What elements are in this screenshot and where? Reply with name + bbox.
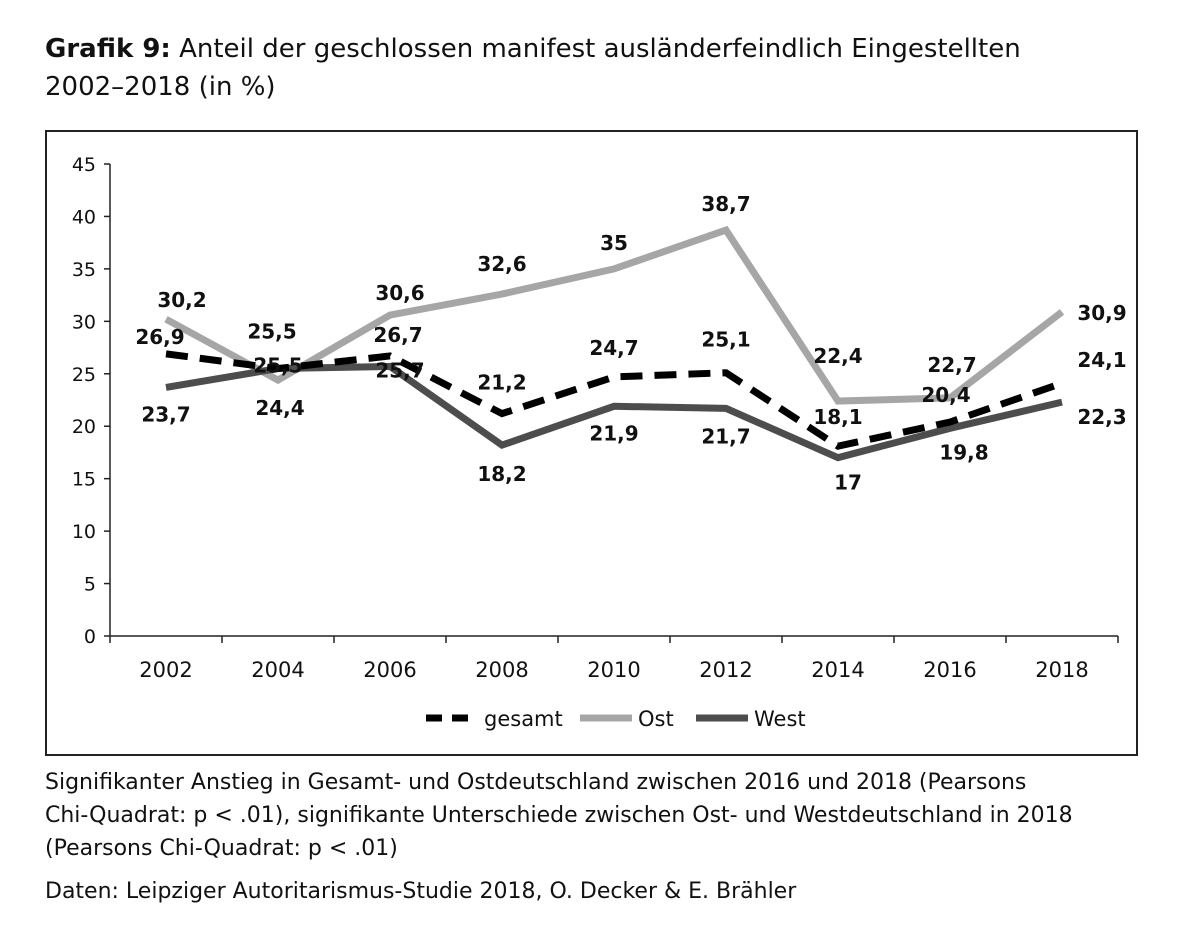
data-label-west: 23,7 <box>141 402 190 426</box>
x-tick-label: 2018 <box>1035 658 1088 682</box>
chart-title-text: Anteil der geschlossen manifest auslände… <box>179 34 1021 64</box>
data-label-ost: 30,9 <box>1077 301 1126 325</box>
data-label-west: 25,7 <box>375 358 424 382</box>
data-label-ost: 22,7 <box>927 353 976 377</box>
y-tick-label: 0 <box>84 626 96 648</box>
data-label-gesamt: 24,7 <box>589 336 638 360</box>
data-label-west: 17 <box>834 471 862 495</box>
series-line-ost <box>164 225 1065 405</box>
data-label-west: 21,7 <box>701 424 750 448</box>
data-label-gesamt: 18,1 <box>813 405 862 429</box>
y-tick-label: 15 <box>72 469 96 491</box>
footnote-line1: Signifikanter Anstieg in Gesamt- und Ost… <box>45 770 1027 795</box>
x-tick-label: 2016 <box>923 658 976 682</box>
data-label-ost: 30,6 <box>375 281 424 305</box>
data-label-west: 22,3 <box>1077 405 1126 429</box>
chart-title-prefix: Grafik 9: <box>45 34 171 64</box>
y-tick-label: 10 <box>72 521 96 543</box>
legend-label-ost: Ost <box>638 707 674 731</box>
y-tick-label: 20 <box>72 416 96 438</box>
data-label-gesamt: 20,4 <box>921 383 970 407</box>
x-tick-label: 2014 <box>811 658 864 682</box>
chart-title: Grafik 9: Anteil der geschlossen manifes… <box>45 30 1145 106</box>
y-tick-label: 25 <box>72 364 96 386</box>
data-label-gesamt: 25,1 <box>701 328 750 352</box>
data-label-gesamt: 25,5 <box>247 320 296 344</box>
chart-title-line2: 2002–2018 (in %) <box>45 72 276 102</box>
x-tick-label: 2006 <box>363 658 416 682</box>
data-label-ost: 24,4 <box>255 396 304 420</box>
data-label-ost: 35 <box>600 231 628 255</box>
footnote-line2: Chi-Quadrat: p < .01), signifikante Unte… <box>45 803 1073 828</box>
data-label-ost: 22,4 <box>813 344 862 368</box>
data-label-ost: 38,7 <box>701 192 750 216</box>
legend-label-west: West <box>754 707 806 731</box>
data-label-gesamt: 26,9 <box>135 325 184 349</box>
chart-frame <box>45 130 1138 756</box>
source-note: Daten: Leipziger Autoritarismus-Studie 2… <box>45 879 797 904</box>
x-tick-label: 2010 <box>587 658 640 682</box>
data-label-west: 21,9 <box>589 421 638 445</box>
y-tick-label: 40 <box>72 206 96 228</box>
data-label-ost: 32,6 <box>477 252 526 276</box>
x-tick-label: 2002 <box>139 658 192 682</box>
x-tick-label: 2012 <box>699 658 752 682</box>
footnote-line3: (Pearsons Chi-Quadrat: p < .01) <box>45 836 398 861</box>
legend-label-gesamt: gesamt <box>484 707 563 731</box>
data-label-west: 18,2 <box>477 462 526 486</box>
chart-title-line1: Grafik 9: Anteil der geschlossen manifes… <box>45 30 1145 68</box>
y-tick-label: 45 <box>72 154 96 176</box>
data-label-gesamt: 21,2 <box>477 371 526 395</box>
x-tick-label: 2004 <box>251 658 304 682</box>
data-label-west: 19,8 <box>939 440 988 464</box>
y-tick-label: 5 <box>84 574 96 596</box>
y-tick-label: 30 <box>72 311 96 333</box>
data-label-west: 25,5 <box>253 354 302 378</box>
series-line-gesamt <box>165 350 1064 450</box>
x-tick-label: 2008 <box>475 658 528 682</box>
y-tick-label: 35 <box>72 259 96 281</box>
data-label-gesamt: 26,7 <box>373 323 422 347</box>
footnote: Signifikanter Anstieg in Gesamt- und Ost… <box>45 766 1165 865</box>
data-label-ost: 30,2 <box>157 288 206 312</box>
data-label-gesamt: 24,1 <box>1077 348 1126 372</box>
